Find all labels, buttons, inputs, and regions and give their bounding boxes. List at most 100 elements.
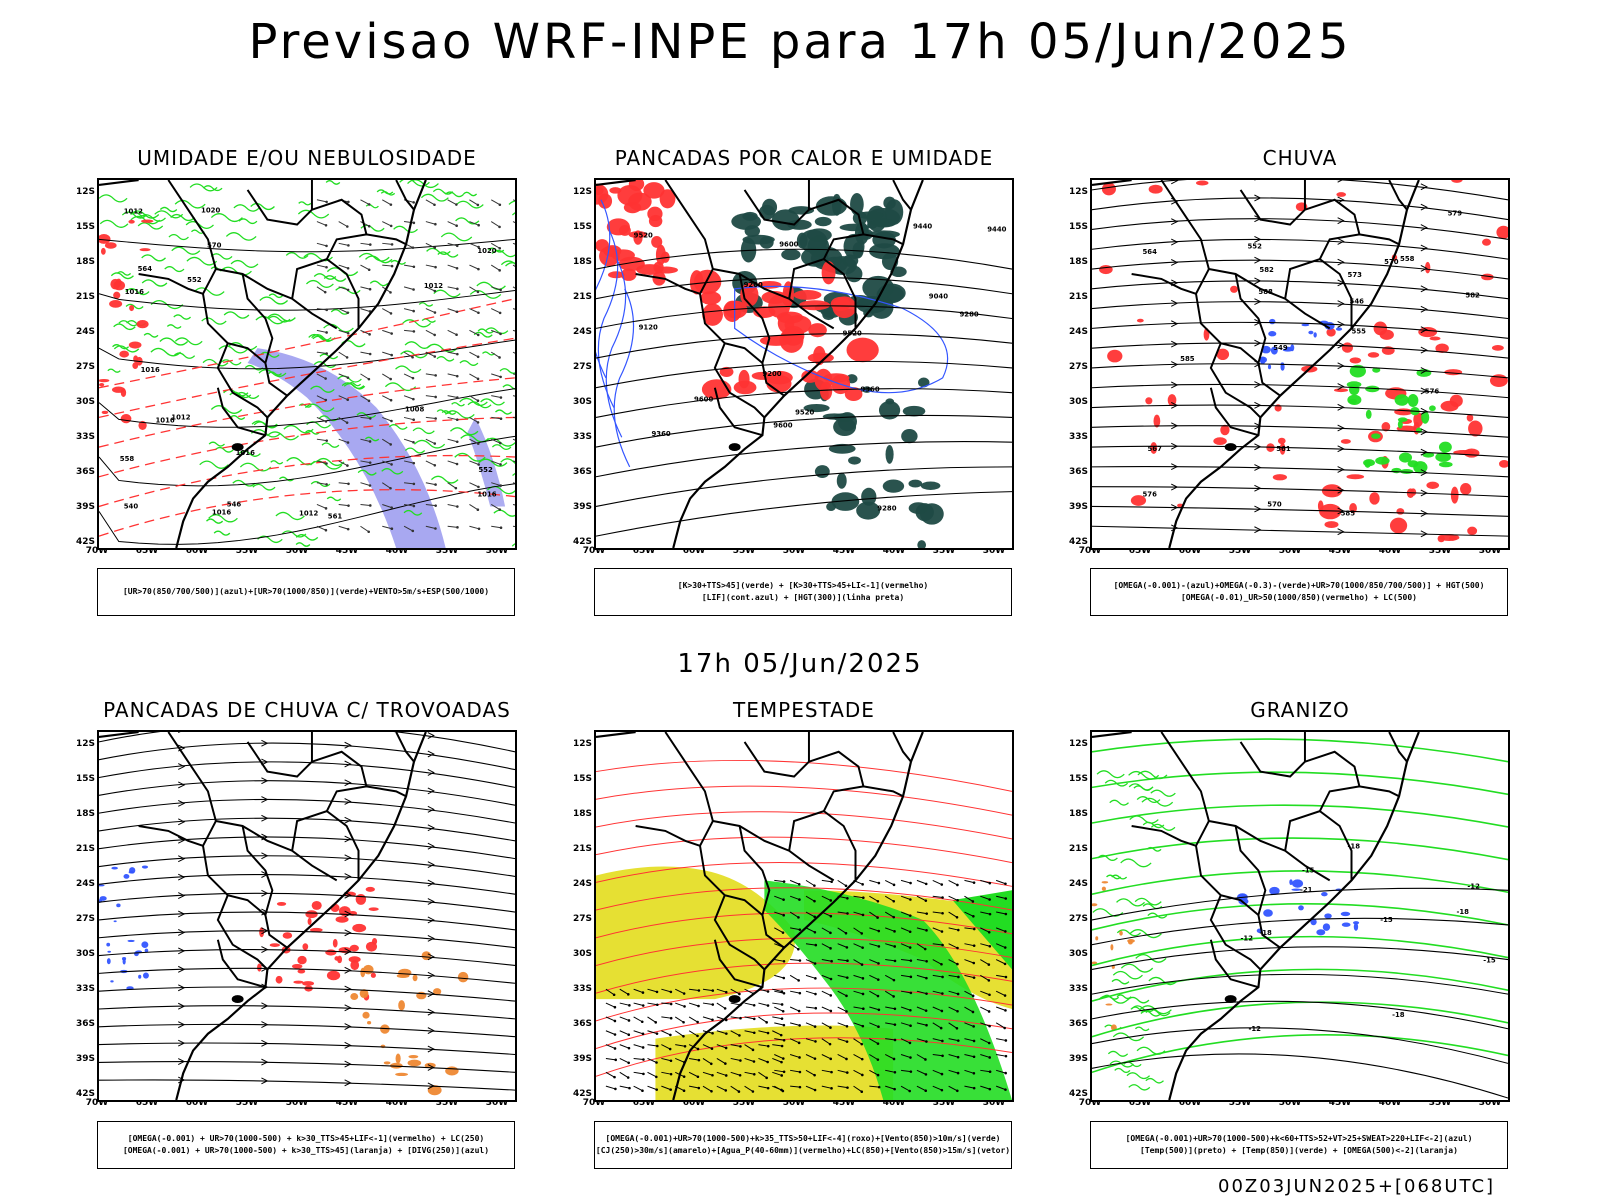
contour-label: -15 (1483, 956, 1496, 964)
lon-tick-label: 50W (285, 1098, 309, 1108)
map-panel[interactable]: -12 -15 -18 -12 -12 -15 -18 -18 -21 -18 -15 (1090, 730, 1510, 1102)
contour-label: 1016 (141, 366, 160, 374)
map-panel[interactable]: 585 588 582 579 576 573 570 567 564 561 558 555 552 5… (1090, 178, 1510, 550)
contour-label: -12 (1248, 1025, 1261, 1033)
contour-label: -12 (1467, 882, 1480, 890)
contour-label: 549 (1273, 344, 1288, 352)
lon-tick-label: 70W (582, 1098, 606, 1108)
lat-tick-label: 21S (572, 844, 592, 854)
lon-tick-label: 70W (1078, 1098, 1102, 1108)
lat-tick-label: 42S (1068, 537, 1088, 547)
contour-label: -18 (1456, 908, 1469, 916)
lat-tick-label: 42S (75, 537, 95, 547)
map-panel[interactable]: 1012 1012 1012 1016 1016 1016 1016 1016 1020 1020… (97, 178, 517, 550)
contour-label: 540 (124, 502, 139, 510)
lat-tick-label: 24S (572, 879, 592, 889)
lat-tick-label: 27S (75, 362, 95, 372)
contour-label: 1012 (299, 509, 318, 517)
lat-tick-label: 42S (1068, 1089, 1088, 1099)
lat-tick-label: 24S (75, 879, 95, 889)
contour-label: -21 (1300, 886, 1313, 894)
lon-tick-label: 30W (485, 546, 509, 556)
lat-tick-label: 39S (1068, 1054, 1088, 1064)
lon-tick-label: 50W (782, 1098, 806, 1108)
contour-label: 1012 (171, 413, 190, 421)
lon-tick-label: 60W (185, 546, 209, 556)
lat-tick-label: 30S (1068, 949, 1088, 959)
contour-label: 1016 (125, 288, 144, 296)
contour-label: 9360 (651, 430, 670, 438)
lat-tick-label: 36S (1068, 1019, 1088, 1029)
lat-tick-label: 39S (572, 1054, 592, 1064)
contour-label: 1016 (155, 416, 174, 424)
lat-tick-label: 15S (572, 222, 592, 232)
contour-label: 582 (1259, 266, 1274, 274)
contour-label: 552 (1248, 242, 1263, 250)
panel-title: PANCADAS DE CHUVA C/ TROVOADAS (103, 698, 511, 722)
lat-tick-label: 30S (572, 397, 592, 407)
contour-label: 585 (1341, 509, 1356, 517)
lat-tick-label: 36S (75, 467, 95, 477)
lat-tick-label: 42S (75, 1089, 95, 1099)
map-panel[interactable] (97, 730, 517, 1102)
lon-tick-label: 45W (335, 546, 359, 556)
lat-tick-label: 39S (75, 502, 95, 512)
panel-legend: [K>30+TTS>45](verde) + [K>30+TTS>45+LI<-… (594, 568, 1012, 616)
lon-tick-label: 45W (832, 546, 856, 556)
legend-line: [OMEGA(-0.01)_UR>50(1000/850)(vermelho) … (1180, 593, 1417, 602)
lat-tick-label: 33S (75, 984, 95, 994)
contour-label: 9280 (877, 504, 896, 512)
lat-tick-label: 21S (75, 292, 95, 302)
contour-label: 9600 (779, 240, 798, 248)
lat-tick-label: 24S (572, 327, 592, 337)
lat-tick-label: 36S (572, 1019, 592, 1029)
legend-line: [OMEGA(-0.001)+UR>70(1000-500)+k<60+TTS>… (1125, 1134, 1473, 1143)
lon-tick-label: 40W (882, 546, 906, 556)
contour-label: 567 (1147, 445, 1162, 453)
middle-date: 17h 05/Jun/2025 (677, 649, 923, 679)
lon-tick-label: 60W (682, 1098, 706, 1108)
lon-tick-label: 65W (632, 1098, 656, 1108)
contour-label: 585 (1180, 355, 1195, 363)
lat-tick-label: 33S (1068, 432, 1088, 442)
contour-label: 552 (478, 466, 493, 474)
lat-tick-label: 42S (572, 537, 592, 547)
contour-label: 576 (1425, 388, 1440, 396)
map-plot: -12 -15 -18 -12 -12 -15 -18 -18 -21 -18 -15 (1092, 732, 1508, 1100)
legend-line: [Temp(500)](preto) + [Temp(850)](verde) … (1140, 1146, 1458, 1155)
lon-tick-label: 55W (235, 1098, 259, 1108)
contour-label: 9440 (987, 225, 1006, 233)
contour-label: 9520 (843, 329, 862, 337)
lat-tick-label: 12S (572, 739, 592, 749)
panel-legend: [OMEGA(-0.001)+UR>70(1000-500)+k<60+TTS>… (1090, 1121, 1508, 1169)
lat-tick-label: 12S (75, 739, 95, 749)
contour-label: 1016 (212, 508, 231, 516)
lat-tick-label: 21S (75, 844, 95, 854)
lat-tick-label: 15S (75, 774, 95, 784)
lon-tick-label: 40W (385, 546, 409, 556)
map-panel[interactable]: 9600 9600 9520 9520 9520 9440 9440 9360 9360 9280… (594, 178, 1014, 550)
lat-tick-label: 18S (572, 809, 592, 819)
run-footer: 00Z03JUN2025+[068UTC] (1218, 1176, 1496, 1197)
contour-label: 1012 (124, 208, 143, 216)
lon-tick-label: 65W (632, 546, 656, 556)
panel-legend: [OMEGA(-0.001) + UR>70(1000-500) + k>30_… (97, 1121, 515, 1169)
lat-tick-label: 12S (1068, 187, 1088, 197)
lon-tick-label: 60W (185, 1098, 209, 1108)
legend-line: [LIF](cont.azul) + [HGT(300)](linha pret… (701, 593, 905, 602)
map-panel[interactable] (594, 730, 1014, 1102)
contour-label: 576 (1143, 491, 1158, 499)
lat-tick-label: 12S (1068, 739, 1088, 749)
contour-label: 546 (227, 500, 242, 508)
map-plot (99, 732, 515, 1100)
contour-label: 546 (1350, 298, 1365, 306)
legend-line: [UR>70(850/700/500)](azul)+[UR>70(1000/8… (122, 587, 490, 596)
legend-line: [OMEGA(-0.001)+UR>70(1000-500)+k>35_TTS>… (605, 1134, 1001, 1143)
lon-tick-label: 70W (85, 1098, 109, 1108)
legend-line: [K>30+TTS>45](verde) + [K>30+TTS>45+LI<-… (677, 581, 929, 590)
lat-tick-label: 42S (572, 1089, 592, 1099)
lat-tick-label: 18S (572, 257, 592, 267)
lon-tick-label: 40W (385, 1098, 409, 1108)
lat-tick-label: 27S (572, 362, 592, 372)
contour-label: -18 (1392, 1011, 1405, 1019)
